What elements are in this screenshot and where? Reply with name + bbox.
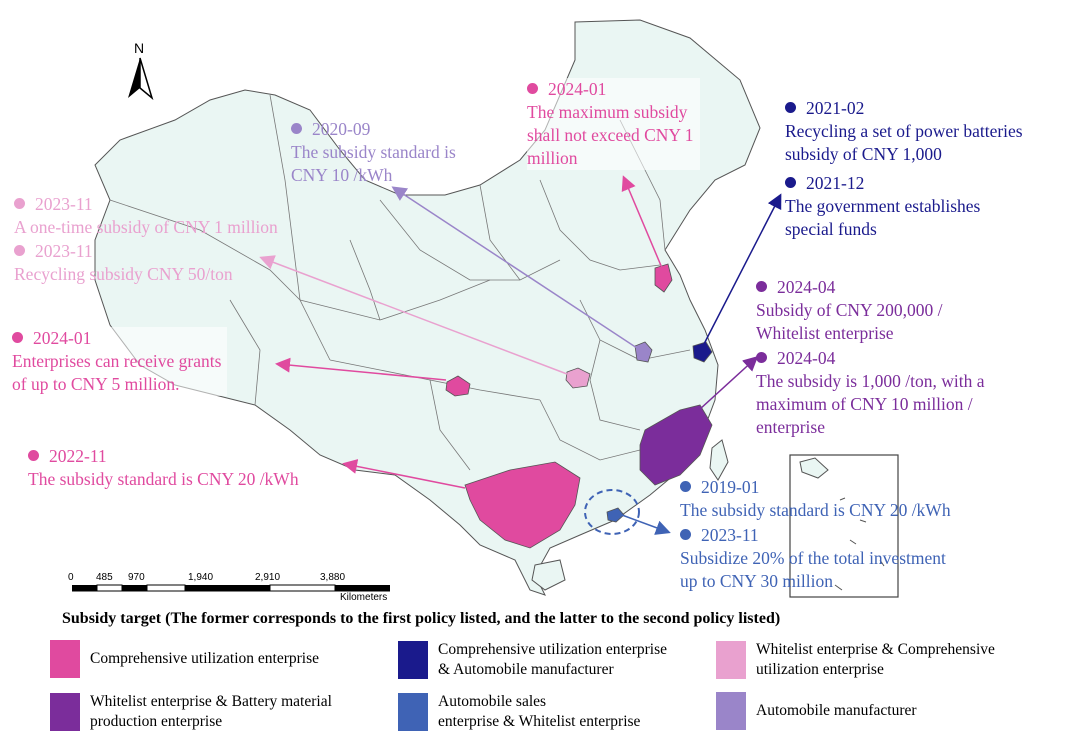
bullet-dot-icon [785,177,796,188]
scale-bar [72,584,390,592]
annotation-date: 2024-01 [548,79,607,99]
annotation-date: 2019-01 [701,477,760,497]
scale-tick-3880: 3,880 [320,572,346,583]
legend-title: Subsidy target (The former corresponds t… [62,610,781,627]
scale-tick-2910: 2,910 [255,572,281,583]
inset-islands [799,457,885,591]
region-hefei [634,341,653,363]
annotation-anhui: 2020-09 The subsidy standard is CNY 10 /… [291,118,456,187]
region-chengdu [445,375,471,397]
annotation-fujian-a: 2024-04 Subsidy of CNY 200,000 / Whiteli… [756,276,943,345]
bullet-dot-icon [14,245,25,256]
scale-tick-0: 0 [68,572,74,583]
legend-item-comp-auto: Comprehensive utilization enterprise & A… [398,640,667,680]
annotation-date: 2023-11 [35,241,93,261]
province-borders [109,94,691,471]
region-wuhan [565,367,591,389]
annotation-text: The government establishes special funds [785,196,981,239]
taiwan-island [709,439,729,481]
legend-label: Comprehensive utilization enterprise [90,650,319,667]
legend-swatch [50,693,80,731]
arrow-hefei [391,186,638,349]
annotation-shenzhen-a: 2019-01 The subsidy standard is CNY 20 /… [680,476,951,522]
annotation-text: The subsidy standard is CNY 10 /kWh [291,142,456,185]
region-guangxi [464,461,581,549]
bullet-dot-icon [680,529,691,540]
arrow-shenzhen [621,514,671,535]
annotation-text: Recycling subsidy CNY 50/ton [14,264,233,284]
region-fujian [639,404,713,486]
legend-label: Whitelist enterprise & Battery material … [90,693,332,730]
annotation-sichuan: 2024-01 Enterprises can receive grants o… [12,327,228,396]
annotation-guangxi: 2022-11 The subsidy standard is CNY 20 /… [28,445,299,491]
annotation-date: 2024-04 [777,348,836,368]
annotation-date: 2021-02 [806,98,865,118]
annotation-text: Subsidy of CNY 200,000 / Whitelist enter… [756,300,943,343]
bullet-dot-icon [291,123,302,134]
annotation-date: 2024-01 [33,328,92,348]
arrow-guangxi [342,458,466,489]
arrow-wuhan [259,255,568,375]
annotation-fujian-b: 2024-04 The subsidy is 1,000 /ton, with … [756,347,984,439]
legend-label: Automobile manufacturer [756,702,917,719]
bullet-dot-icon [756,352,767,363]
legend-swatch [398,641,428,679]
annotation-date: 2020-09 [312,119,371,139]
scale-tick-970: 970 [128,572,145,583]
legend-swatch [50,640,80,678]
bullet-dot-icon [785,102,796,113]
legend-label: Comprehensive utilization enterprise & A… [438,641,667,678]
annotation-text: The maximum subsidy shall not exceed CNY… [527,102,694,168]
annotation-text: The subsidy is 1,000 /ton, with a maximu… [756,371,985,437]
annotation-date: 2023-11 [701,525,759,545]
legend-label: Whitelist enterprise & Comprehensive uti… [756,641,995,678]
north-arrow-icon [128,57,154,101]
annotation-shanghai-b: 2021-12 The government establishes speci… [785,172,980,241]
legend-item-whitelist-battery: Whitelist enterprise & Battery material … [50,692,332,732]
annotation-text: A one-time subsidy of CNY 1 million [14,217,278,237]
annotation-shandong: 2024-01 The maximum subsidy shall not ex… [527,78,700,170]
annotation-hubei-b: 2023-11 Recycling subsidy CNY 50/ton [14,240,233,286]
north-label: N [134,40,145,56]
legend-label: Automobile sales enterprise & Whitelist … [438,693,641,730]
legend-item-whitelist-comp: Whitelist enterprise & Comprehensive uti… [716,640,995,680]
arrow-fujian [687,355,759,421]
annotation-text: Enterprises can receive grants of up to … [12,351,222,394]
scale-tick-1940: 1,940 [188,572,214,583]
arrow-qingdao [621,175,663,269]
region-shanghai [692,341,713,363]
arrow-chengdu [275,357,447,381]
annotation-date: 2024-04 [777,277,836,297]
annotation-shenzhen-b: 2023-11 Subsidize 20% of the total inves… [680,524,946,593]
bullet-dot-icon [14,198,25,209]
hainan-island [531,559,566,591]
scale-unit: Kilometers [340,592,388,603]
arrow-shanghai [703,193,782,345]
annotation-text: The subsidy standard is CNY 20 /kWh [680,500,951,520]
bullet-dot-icon [680,481,691,492]
region-qingdao [654,263,673,293]
annotation-shanghai-a: 2021-02 Recycling a set of power batteri… [785,97,1023,166]
annotation-text: Recycling a set of power batteries subsi… [785,121,1023,164]
annotation-date: 2023-11 [35,194,93,214]
legend-item-auto-sales: Automobile sales enterprise & Whitelist … [398,692,640,732]
bullet-dot-icon [28,450,39,461]
south-china-sea-inset [789,454,899,598]
annotation-hubei-a: 2023-11 A one-time subsidy of CNY 1 mill… [14,193,278,239]
region-shenzhen [606,507,625,523]
legend-swatch [716,692,746,730]
annotation-text: Subsidize 20% of the total investment up… [680,548,946,591]
annotation-date: 2022-11 [49,446,107,466]
legend-swatch [716,641,746,679]
legend-swatch [398,693,428,731]
bullet-dot-icon [12,332,23,343]
legend-item-auto-mfr: Automobile manufacturer [716,692,917,730]
bullet-dot-icon [756,281,767,292]
annotation-date: 2021-12 [806,173,865,193]
annotation-text: The subsidy standard is CNY 20 /kWh [28,469,299,489]
bullet-dot-icon [527,83,538,94]
scale-tick-485: 485 [96,572,113,583]
legend-item-comprehensive: Comprehensive utilization enterprise [50,640,319,678]
shenzhen-highlight-circle [584,489,640,535]
